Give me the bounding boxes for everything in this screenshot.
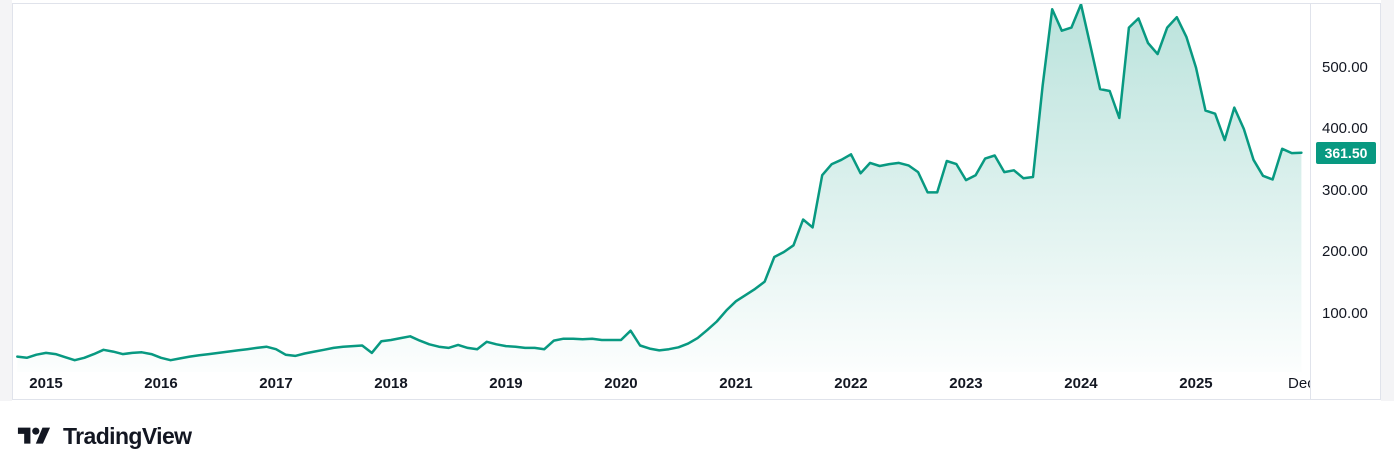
time-axis-label: Dec (1288, 375, 1310, 392)
right-gutter (1381, 0, 1394, 401)
price-chart-frame: 2015 2016 2017 2018 2019 2020 2021 2022 2023 2024… (12, 3, 1381, 400)
last-price-badge: 361.50 (1316, 141, 1376, 164)
area-fill (17, 4, 1302, 373)
time-axis-label: 2025 (1179, 375, 1213, 392)
left-gutter (0, 0, 12, 401)
time-axis-label: 2024 (1064, 375, 1098, 392)
time-axis-label: 2016 (144, 375, 178, 392)
time-axis-label: 2022 (834, 375, 868, 392)
time-axis-label: 2023 (949, 375, 983, 392)
time-axis-label: 2020 (604, 375, 638, 392)
price-axis-label: 200.00 (1322, 243, 1368, 261)
tradingview-icon[interactable] (14, 424, 54, 449)
tradingview-branding[interactable]: TradingView (14, 421, 192, 451)
price-axis[interactable]: 361.50 500.00 400.00 300.00 200.00 100.00 (1310, 4, 1380, 399)
time-axis-label: 2021 (719, 375, 753, 392)
time-axis[interactable]: 2015 2016 2017 2018 2019 2020 2021 2022 2023 2024… (13, 4, 1310, 399)
price-axis-label: 400.00 (1322, 120, 1368, 138)
area-chart-plot[interactable]: 2015 2016 2017 2018 2019 2020 2021 2022 2023 2024… (13, 4, 1310, 399)
price-axis-label: 500.00 (1322, 58, 1368, 76)
tradingview-logo-text[interactable]: TradingView (63, 422, 192, 449)
price-axis-label: 300.00 (1322, 181, 1368, 199)
time-axis-label: 2015 (29, 375, 63, 392)
price-axis-label: 100.00 (1322, 304, 1368, 322)
time-axis-label: 2018 (374, 375, 408, 392)
area-series-svg (16, 4, 1303, 373)
price-line (16, 4, 1303, 362)
time-axis-label: 2019 (489, 375, 523, 392)
time-axis-label: 2017 (259, 375, 293, 392)
